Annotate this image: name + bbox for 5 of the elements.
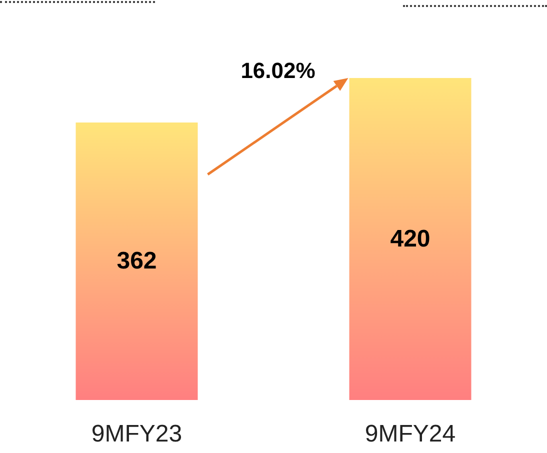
x-tick-label: 9MFY23 — [91, 420, 182, 448]
x-tick-label: 9MFY24 — [364, 420, 456, 448]
data-label: 420 — [390, 226, 430, 252]
data-label: 362 — [116, 248, 157, 275]
annotation: 16.02% — [240, 58, 316, 83]
